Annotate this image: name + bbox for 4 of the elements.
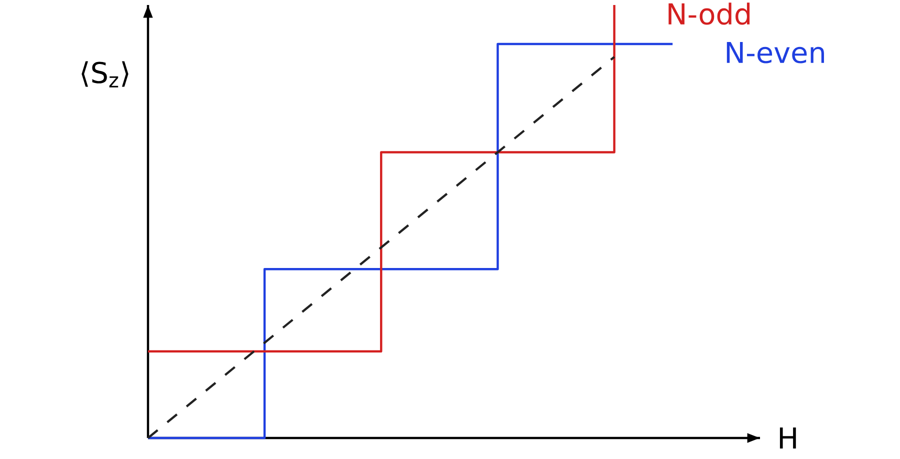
series-label: N-odd bbox=[668, 2, 750, 25]
y-axis-title: ⟨S$_{z}$⟩ bbox=[82, 61, 128, 88]
series-label: N-even bbox=[726, 42, 824, 64]
x-axis-title: H bbox=[780, 428, 796, 448]
